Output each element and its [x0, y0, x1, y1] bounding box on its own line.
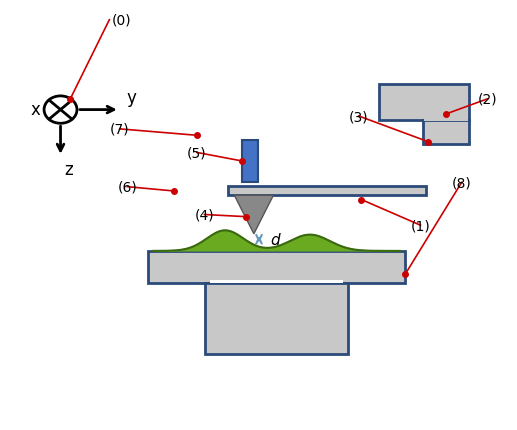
Text: (5): (5) — [187, 146, 207, 160]
Bar — [242, 140, 258, 183]
Text: y: y — [126, 89, 136, 107]
Text: (1): (1) — [410, 219, 430, 233]
Bar — [148, 251, 405, 283]
Text: (3): (3) — [349, 110, 369, 124]
Circle shape — [44, 97, 77, 124]
Polygon shape — [153, 231, 400, 251]
Bar — [424, 120, 468, 122]
Bar — [379, 85, 469, 121]
Text: x: x — [30, 101, 40, 118]
Text: z: z — [65, 161, 73, 179]
Polygon shape — [234, 196, 273, 234]
Bar — [423, 121, 469, 144]
Text: (6): (6) — [117, 180, 137, 194]
Bar — [210, 280, 343, 283]
Text: d: d — [270, 232, 280, 247]
Text: (4): (4) — [195, 208, 215, 222]
Text: (8): (8) — [452, 176, 472, 190]
Text: (7): (7) — [110, 123, 129, 137]
Text: (0): (0) — [112, 14, 131, 28]
Bar — [227, 186, 425, 196]
Text: (2): (2) — [478, 92, 497, 107]
Bar — [205, 283, 348, 354]
